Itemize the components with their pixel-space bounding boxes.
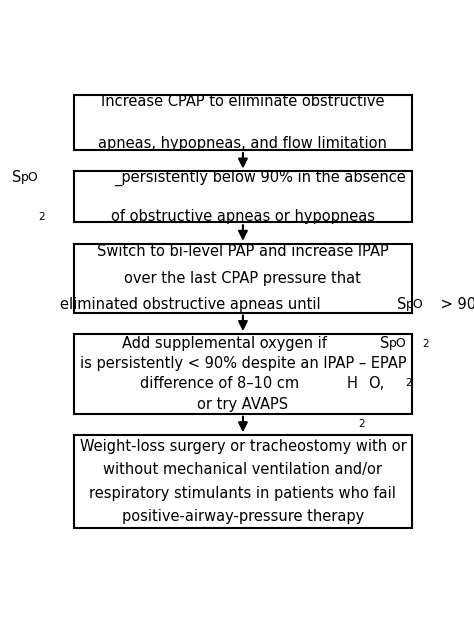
Text: Switch to bi-level PAP and increase IPAP: Switch to bi-level PAP and increase IPAP xyxy=(97,244,389,259)
Text: pO: pO xyxy=(406,298,423,311)
FancyBboxPatch shape xyxy=(74,435,412,528)
Text: 2: 2 xyxy=(422,339,429,349)
FancyBboxPatch shape xyxy=(74,96,412,150)
Text: 2: 2 xyxy=(405,378,412,388)
Text: Increase CPAP to eliminate obstructive: Increase CPAP to eliminate obstructive xyxy=(101,94,385,109)
Text: 2: 2 xyxy=(358,419,365,429)
Text: eliminated obstructive apneas until: eliminated obstructive apneas until xyxy=(60,297,325,312)
Text: respiratory stimulants in patients who fail: respiratory stimulants in patients who f… xyxy=(90,486,396,500)
FancyBboxPatch shape xyxy=(74,172,412,222)
Text: over the last CPAP pressure that: over the last CPAP pressure that xyxy=(125,271,361,286)
Text: > 90%: > 90% xyxy=(436,297,474,312)
Text: difference of 8–10 cm: difference of 8–10 cm xyxy=(140,376,304,391)
Text: apneas, hypopneas, and flow limitation: apneas, hypopneas, and flow limitation xyxy=(99,136,387,151)
Text: S: S xyxy=(12,170,22,185)
Text: S: S xyxy=(380,336,389,351)
FancyBboxPatch shape xyxy=(74,244,412,313)
Text: is persistently < 90% despite an IPAP – EPAP: is persistently < 90% despite an IPAP – … xyxy=(80,356,406,371)
Text: O,: O, xyxy=(368,376,385,391)
FancyBboxPatch shape xyxy=(74,334,412,414)
Text: or try AVAPS: or try AVAPS xyxy=(197,397,289,412)
Text: Weight-loss surgery or tracheostomy with or: Weight-loss surgery or tracheostomy with… xyxy=(80,439,406,453)
Text: _persistently below 90% in the absence: _persistently below 90% in the absence xyxy=(114,170,405,186)
Text: H: H xyxy=(347,376,358,391)
Text: pO: pO xyxy=(389,337,406,350)
Text: of obstructive apneas or hypopneas: of obstructive apneas or hypopneas xyxy=(111,209,375,224)
Text: pO: pO xyxy=(21,171,39,184)
Text: Add supplemental oxygen if: Add supplemental oxygen if xyxy=(121,336,331,351)
Text: S: S xyxy=(397,297,406,312)
Text: positive-airway-pressure therapy: positive-airway-pressure therapy xyxy=(122,509,364,524)
Text: without mechanical ventilation and/or: without mechanical ventilation and/or xyxy=(103,462,383,477)
Text: 2: 2 xyxy=(38,212,45,223)
